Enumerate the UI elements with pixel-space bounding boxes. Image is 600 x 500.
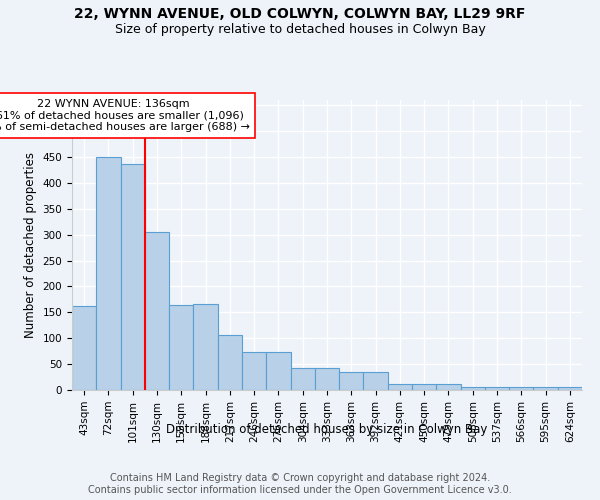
Bar — [121, 164, 145, 390]
Bar — [72, 306, 96, 390]
Bar — [533, 387, 558, 390]
Bar — [145, 232, 169, 390]
Bar — [169, 304, 193, 390]
Bar — [436, 384, 461, 390]
Bar — [218, 335, 242, 390]
Bar — [96, 158, 121, 390]
Text: Contains HM Land Registry data © Crown copyright and database right 2024.
Contai: Contains HM Land Registry data © Crown c… — [88, 474, 512, 495]
Bar — [412, 384, 436, 390]
Text: 22, WYNN AVENUE, OLD COLWYN, COLWYN BAY, LL29 9RF: 22, WYNN AVENUE, OLD COLWYN, COLWYN BAY,… — [74, 8, 526, 22]
Bar — [315, 368, 339, 390]
Bar — [388, 384, 412, 390]
Bar — [558, 388, 582, 390]
Bar — [290, 368, 315, 390]
Bar — [485, 387, 509, 390]
Text: Size of property relative to detached houses in Colwyn Bay: Size of property relative to detached ho… — [115, 22, 485, 36]
Text: Distribution of detached houses by size in Colwyn Bay: Distribution of detached houses by size … — [166, 422, 488, 436]
Bar — [266, 352, 290, 390]
Bar — [193, 304, 218, 390]
Bar — [509, 387, 533, 390]
Bar — [339, 372, 364, 390]
Text: 22 WYNN AVENUE: 136sqm
← 61% of detached houses are smaller (1,096)
38% of semi-: 22 WYNN AVENUE: 136sqm ← 61% of detached… — [0, 99, 250, 132]
Bar — [242, 352, 266, 390]
Y-axis label: Number of detached properties: Number of detached properties — [24, 152, 37, 338]
Bar — [461, 387, 485, 390]
Bar — [364, 372, 388, 390]
